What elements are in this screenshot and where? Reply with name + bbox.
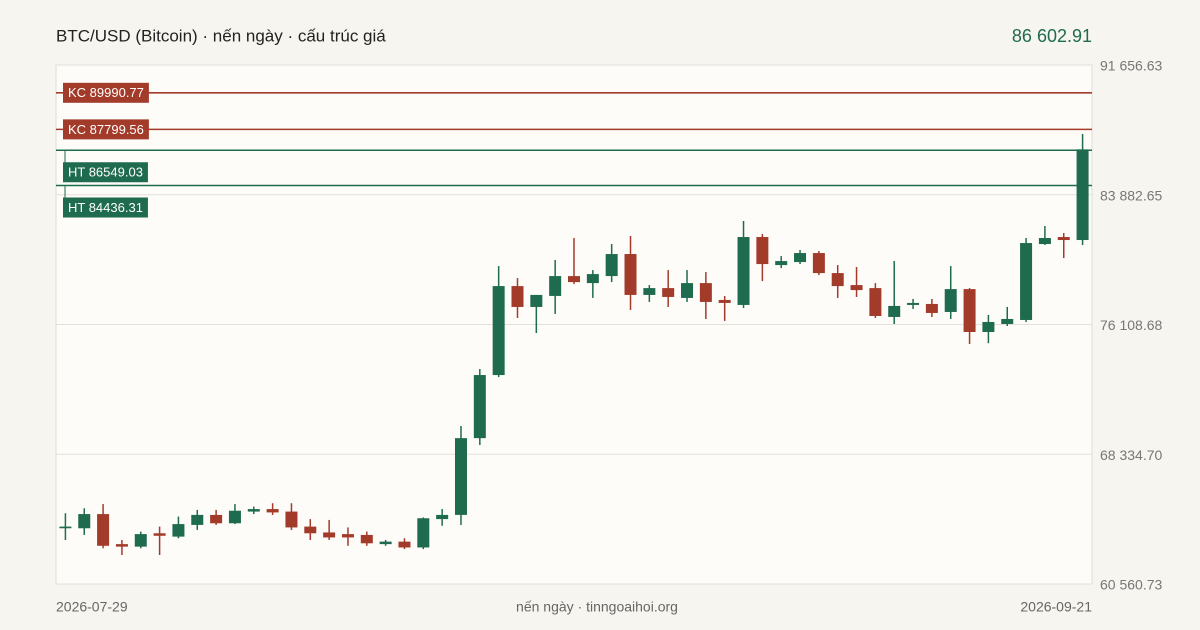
level-label-bg <box>63 119 149 140</box>
candle-body <box>944 289 957 312</box>
candle-body <box>191 514 204 525</box>
candle-body <box>869 288 882 316</box>
candle-body <box>172 524 185 537</box>
candle-body <box>1057 237 1070 241</box>
level-label-bg <box>63 162 148 183</box>
candle-body <box>228 510 241 524</box>
candle-body <box>266 509 279 513</box>
candle-body <box>907 302 920 305</box>
candle-body <box>78 514 91 529</box>
level-label: KC 89990.77 <box>68 85 144 100</box>
y-tick-label: 83 882.65 <box>1100 187 1162 203</box>
candle-body <box>624 254 637 295</box>
candle-body <box>59 526 72 529</box>
chart-title: BTC/USD (Bitcoin) · nến ngày · cấu trúc … <box>56 26 386 45</box>
candle-body <box>1001 318 1014 324</box>
candle-body <box>831 273 844 287</box>
candle-body <box>888 305 901 317</box>
candle-body <box>304 526 317 534</box>
y-tick-label: 68 334.70 <box>1100 447 1162 463</box>
level-label: KC 87799.56 <box>68 122 144 137</box>
candle-body <box>134 534 147 547</box>
candle-body <box>1038 238 1051 245</box>
candle-body <box>247 509 260 512</box>
level-label: HT 84436.31 <box>68 200 143 215</box>
candle-body <box>97 514 110 546</box>
candle-body <box>982 321 995 332</box>
candle-body <box>1076 149 1089 241</box>
candle-body <box>1020 243 1033 320</box>
candle-body <box>586 274 599 284</box>
candle-body <box>699 283 712 302</box>
candle-body <box>454 438 467 515</box>
candle-body <box>417 518 430 548</box>
candle-body <box>756 237 769 265</box>
candle-body <box>341 534 354 538</box>
candle-body <box>398 541 411 548</box>
candle-body <box>681 283 694 298</box>
candle-body <box>379 541 392 545</box>
candle-body <box>473 375 486 439</box>
candle-body <box>360 534 373 544</box>
candle-body <box>963 289 976 332</box>
candle-body <box>850 285 863 291</box>
candle-body <box>323 532 336 538</box>
candle-body <box>925 303 938 313</box>
candle-body <box>285 511 298 528</box>
candle-body <box>737 237 750 305</box>
candle-body <box>812 253 825 274</box>
y-tick-label: 76 108.68 <box>1100 317 1162 333</box>
x-start-label: 2026-07-29 <box>56 599 128 615</box>
candle-body <box>794 253 807 263</box>
y-tick-label: 91 656.63 <box>1100 58 1162 74</box>
candle-body <box>662 288 675 297</box>
candle-body <box>436 514 449 520</box>
candle-body <box>530 294 543 307</box>
candle-body <box>568 276 580 283</box>
candle-body <box>492 286 505 376</box>
footer: nến ngày · tinngoaihoi.org <box>516 599 678 615</box>
level-label-bg <box>63 82 149 103</box>
candle-body <box>210 514 223 524</box>
candle-body <box>775 261 788 266</box>
candle-body <box>718 299 731 303</box>
level-label-bg <box>63 197 148 218</box>
candle-body <box>115 544 128 547</box>
last-price: 86 602.91 <box>1012 26 1092 46</box>
candle-body <box>549 276 562 296</box>
candle-body <box>153 533 166 536</box>
level-label: HT 86549.03 <box>68 165 143 180</box>
y-tick-label: 60 560.73 <box>1100 577 1162 593</box>
candle-body <box>511 286 524 307</box>
candle-body <box>643 288 656 295</box>
x-end-label: 2026-09-21 <box>1020 599 1092 615</box>
candle-body <box>605 254 618 277</box>
